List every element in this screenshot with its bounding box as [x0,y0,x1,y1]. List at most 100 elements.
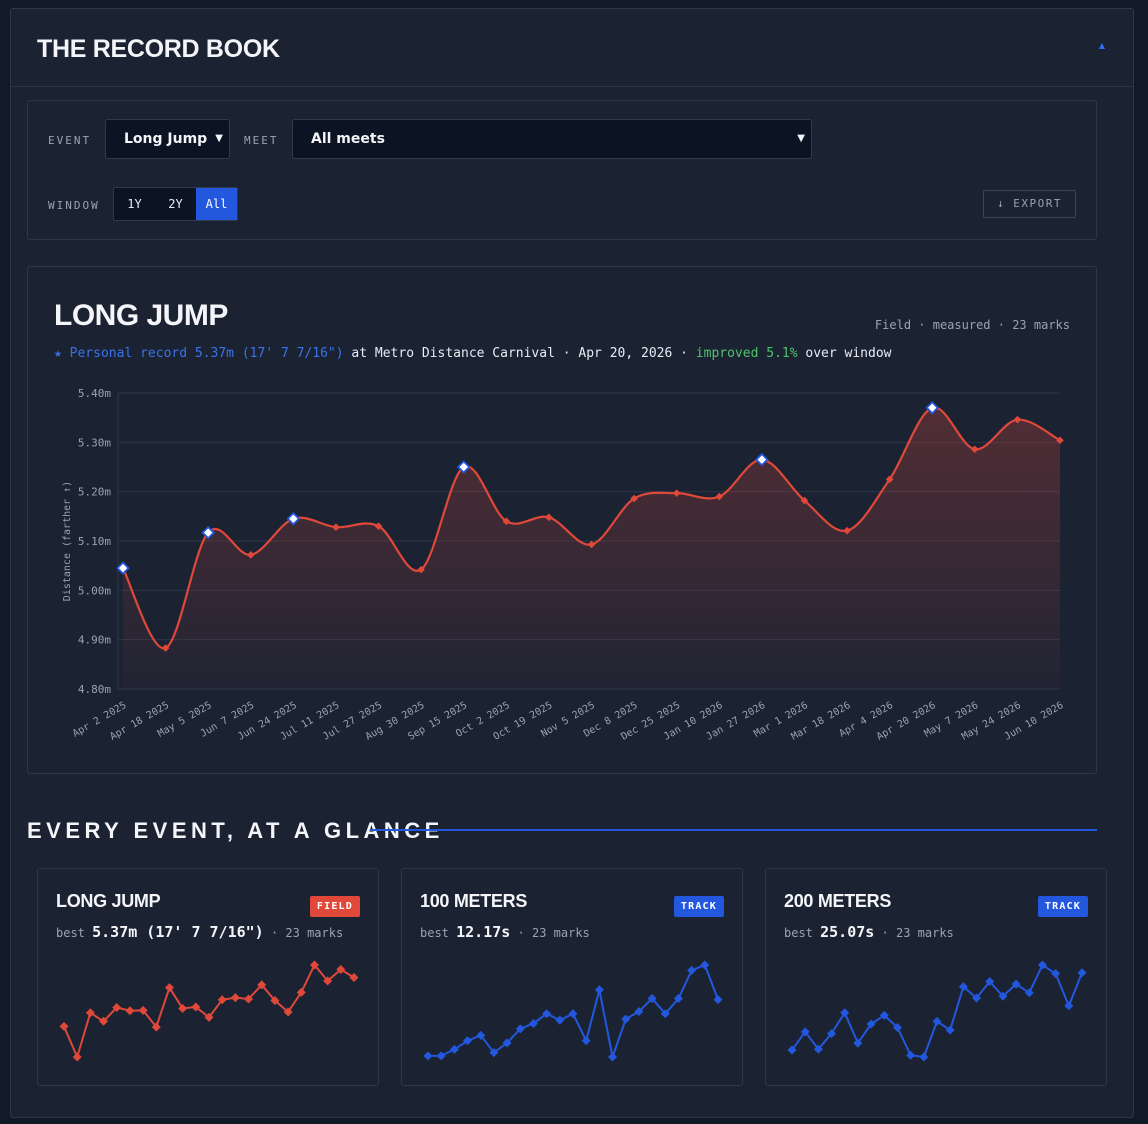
y-tick-label: 4.90m [78,634,111,647]
event-card-long-jump[interactable]: LONG JUMP FIELD best 5.37m (17' 7 7/16")… [37,868,379,1086]
event-select-value: Long Jump [124,131,208,147]
sparkline-point [919,1052,929,1062]
sparkline-point [1024,988,1034,998]
sparkline-point [257,980,267,990]
best-prefix: best [420,926,457,940]
data-point[interactable] [587,540,596,549]
sparkline-point [713,995,723,1005]
200m-sparkline [787,960,1087,1062]
sparkline-point [985,976,995,986]
data-point[interactable] [843,526,851,535]
data-point[interactable] [161,644,170,652]
long-jump-sparkline [59,960,359,1062]
best-prefix: best [784,926,821,940]
sparkline-point [1037,960,1047,970]
data-point[interactable] [672,489,681,497]
sparkline-point [191,1002,201,1012]
best-suffix: · 23 marks [263,926,344,940]
y-tick-label: 5.10m [78,535,111,548]
event-card-200-meters[interactable]: 200 METERS TRACK best 25.07s · 23 marks [765,868,1107,1086]
meet-label: MEET [244,134,279,147]
meet-select[interactable]: All meets ▼ [292,119,812,159]
event-type-badge: FIELD [309,896,360,917]
best-value: 5.37m (17' 7 7/16") [92,923,264,941]
sparkline-point [555,1015,565,1025]
meet-select-value: All meets [311,131,385,147]
sparkline-point [138,1005,148,1015]
best-value: 12.17s [456,923,511,941]
event-card-best: best 5.37m (17' 7 7/16") · 23 marks [56,923,343,941]
sparkline-point [349,972,359,982]
personal-record-value: ★ Personal record 5.37m (17' 7 7/16") [54,346,344,361]
export-button[interactable]: ↓ EXPORT [983,190,1076,218]
event-select[interactable]: Long Jump ▼ [105,119,230,159]
sparkline-point [660,1009,670,1019]
sparkline-point [581,1036,591,1046]
sparkline-point [958,982,968,992]
sparkline-point [270,996,280,1006]
chart-meta: Field · measured · 23 marks [874,318,1070,332]
data-point[interactable] [374,522,383,530]
data-point[interactable] [1013,415,1022,424]
sparkline-point [449,1044,459,1054]
sparkline-point [178,1003,188,1013]
event-card-title: 200 METERS [784,891,892,911]
sparkline-point [151,1022,161,1032]
y-tick-label: 5.30m [78,436,111,449]
sparkline-point [945,1025,955,1035]
data-point[interactable] [715,492,724,501]
sparkline-point [59,1021,69,1031]
pr-point[interactable] [456,460,471,474]
chevron-down-icon: ▼ [797,133,805,144]
sparkline-point [700,960,710,970]
sparkline-point [932,1016,942,1026]
data-point[interactable] [502,517,511,526]
pr-point[interactable] [925,401,940,415]
pr-point[interactable] [116,561,130,575]
y-tick-label: 5.00m [78,584,111,597]
data-point[interactable] [800,496,809,505]
sparkline-point [283,1007,293,1017]
data-point[interactable] [630,494,638,503]
sparkline-point [542,1009,552,1019]
data-point[interactable] [246,551,255,559]
main-chart-card: 5.40m 5.30m 5.20m 5.10m 5.00m 4.90m 4.80m Dista… [27,266,1097,774]
pr-point[interactable] [755,452,769,467]
personal-record-meet: at Metro Distance Carnival · Apr 20, 202… [343,346,696,361]
event-card-100-meters[interactable]: 100 METERS TRACK best 12.17s · 23 marks [401,868,743,1086]
window-label: WINDOW [48,199,100,212]
sparkline-point [621,1014,631,1024]
sparkline-point [1051,969,1061,979]
data-point[interactable] [332,523,340,531]
sparkline-point [436,1051,446,1061]
sparkline-point [813,1044,823,1054]
best-suffix: · 23 marks [510,926,590,940]
window-option-all[interactable]: All [196,188,237,220]
sparkline-point [827,1029,837,1039]
sparkline-point [217,995,227,1005]
sparkline-point [323,976,333,986]
sparkline [791,963,1083,1059]
sparkline-point [112,1003,122,1013]
y-tick-label: 5.40m [78,387,111,400]
window-option-2y[interactable]: 2Y [168,197,183,211]
best-prefix: best [56,926,93,940]
data-point[interactable] [885,475,894,484]
sparkline-point [489,1048,499,1058]
data-point[interactable] [971,445,979,454]
series-line [122,406,1061,650]
caret-up-icon[interactable]: ▲ [1098,41,1105,50]
glance-section-title: EVERY EVENT, AT A GLANCE [27,818,444,843]
data-point[interactable] [1056,436,1064,445]
sparkline-point [634,1007,644,1017]
sparkline-point [1064,1001,1074,1011]
window-option-1y[interactable]: 1Y [127,197,142,211]
sparkline-point [647,994,657,1004]
pr-point[interactable] [286,512,301,526]
data-point[interactable] [417,565,425,574]
pr-point[interactable] [201,525,215,540]
sparkline-point [244,994,254,1004]
y-tick-label: 4.80m [78,683,111,696]
data-point[interactable] [545,513,553,522]
event-type-badge: TRACK [673,896,724,917]
